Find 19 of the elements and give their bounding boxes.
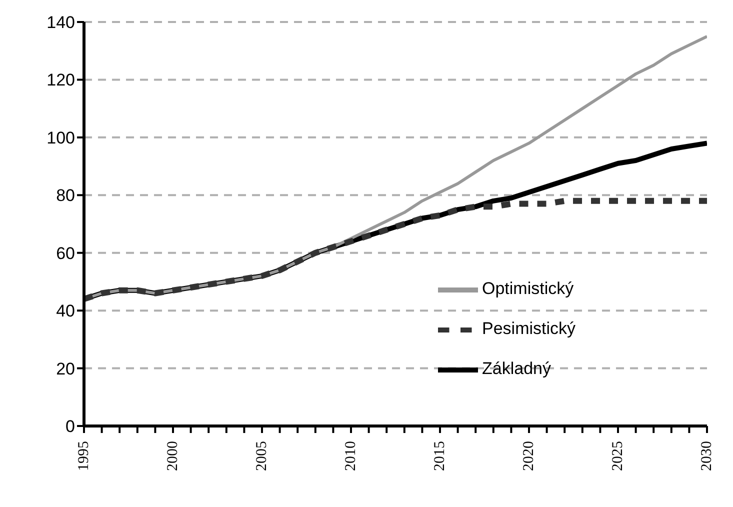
- x-tick-label: 2000: [165, 441, 181, 471]
- y-tick-label: 140: [46, 13, 75, 32]
- x-tick-label: 2025: [610, 441, 626, 471]
- y-tick-label: 60: [56, 244, 75, 263]
- y-tick-label: 20: [56, 359, 75, 378]
- x-tick-label: 2005: [254, 441, 270, 471]
- y-tick-label: 40: [56, 302, 75, 321]
- x-tick-label: 1995: [76, 441, 92, 471]
- y-tick-label: 100: [46, 128, 75, 148]
- x-tick-label: 2030: [699, 441, 715, 471]
- y-tick-label: 120: [46, 70, 75, 90]
- y-tick-label: 80: [56, 186, 75, 206]
- x-tick-label: 2020: [521, 441, 537, 471]
- legend-label: Základný: [482, 358, 551, 378]
- x-tick-label: 2015: [432, 441, 448, 471]
- x-tick-label: 2010: [343, 441, 359, 471]
- legend-label: Optimistický: [482, 278, 574, 298]
- legend-label: Pesimistický: [482, 318, 576, 338]
- y-tick-label: 0: [66, 417, 75, 436]
